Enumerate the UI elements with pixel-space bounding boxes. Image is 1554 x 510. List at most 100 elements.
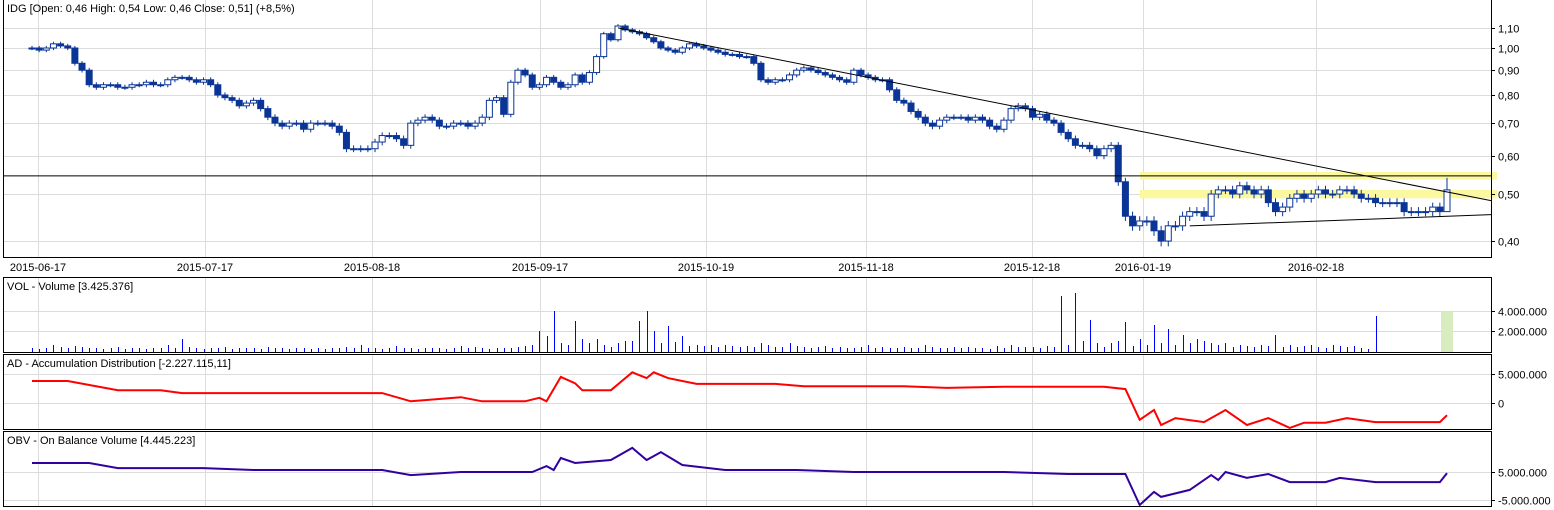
candle-body: [614, 25, 622, 41]
candle-body: [328, 122, 336, 127]
candle-body: [571, 74, 579, 86]
candle-body: [1000, 119, 1008, 130]
candle-body: [1429, 206, 1437, 213]
price-tick-label: 1,10: [1498, 24, 1519, 36]
candle-body: [814, 69, 822, 74]
candle-body: [550, 76, 558, 83]
price-tick-label: 0,60: [1498, 152, 1519, 164]
candle-body: [1350, 189, 1358, 195]
candle-body: [1279, 206, 1287, 213]
candle-body: [593, 56, 601, 74]
candle-body: [214, 84, 222, 96]
candle-body: [1314, 189, 1322, 195]
price-tick-label: 1,00: [1498, 44, 1519, 56]
candle-body: [664, 47, 672, 51]
axis-labels: 1,10 1,00 0,90 0,80 0,70 0,60 0,50 0,40 2015-06-…: [10, 24, 1551, 508]
candle-body: [85, 69, 93, 86]
candle-body: [1064, 131, 1072, 140]
candle-body: [671, 49, 679, 53]
volume-tick-label: 2.000.000: [1498, 327, 1547, 339]
candle-body: [714, 49, 722, 53]
candle-body: [900, 99, 908, 104]
candle-body: [1372, 197, 1380, 204]
candle-body: [342, 131, 350, 150]
candle-body: [149, 81, 157, 86]
obv-panel-title: OBV - On Balance Volume [4.445.223]: [7, 435, 195, 447]
candle-body: [500, 97, 508, 115]
candle-body: [371, 141, 379, 150]
candle-body: [493, 97, 501, 101]
candle-body: [321, 122, 329, 125]
candle-body: [507, 81, 515, 115]
candle-body: [1193, 211, 1201, 214]
candle-body: [678, 47, 686, 53]
candle-body: [428, 116, 436, 121]
candle-body: [235, 99, 243, 107]
candle-body: [943, 116, 951, 121]
candle-body: [707, 47, 715, 51]
candle-body: [478, 116, 486, 124]
candle-body: [1243, 185, 1251, 191]
candle-body: [1443, 189, 1451, 213]
candle-body: [1436, 206, 1444, 213]
trend-lines: [4, 27, 1492, 227]
candle-body: [543, 76, 551, 86]
candle-body: [621, 25, 629, 31]
candle-body: [1050, 119, 1058, 124]
candle-body: [1336, 189, 1344, 195]
candle-body: [1157, 230, 1165, 242]
candle-body: [185, 76, 193, 81]
candle-body: [1379, 202, 1387, 205]
date-tick-label: 2016-01-19: [1115, 262, 1171, 274]
candle-body: [57, 43, 65, 47]
candle-body: [528, 74, 536, 88]
candle-body: [1293, 193, 1301, 199]
candle-body: [314, 122, 322, 125]
volume-panel: [3, 277, 1492, 353]
candle-body: [1093, 148, 1101, 157]
candlesticks: [28, 24, 1451, 247]
candle-body: [1200, 211, 1208, 217]
candle-body: [1322, 189, 1330, 195]
downtrend-line: [617, 27, 1492, 202]
candle-body: [264, 108, 272, 118]
candle-body: [1007, 108, 1015, 121]
candle-body: [485, 99, 493, 118]
candle-body: [35, 47, 43, 51]
candle-body: [385, 135, 393, 138]
candle-body: [928, 122, 936, 127]
candle-body: [1186, 211, 1194, 217]
candle-body: [764, 79, 772, 83]
candle-body: [1364, 197, 1372, 200]
candle-body: [464, 122, 472, 127]
candle-body: [1179, 215, 1187, 227]
candle-body: [1043, 113, 1051, 121]
candle-body: [778, 79, 786, 82]
candle-body: [1400, 202, 1408, 213]
ad-panel: [3, 354, 1492, 430]
date-tick-label: 2015-09-17: [512, 262, 568, 274]
candle-body: [92, 84, 100, 88]
candle-body: [192, 79, 200, 83]
candle-body: [700, 45, 708, 49]
date-tick-label: 2015-07-17: [177, 262, 233, 274]
candle-body: [1414, 211, 1422, 214]
candle-body: [1229, 189, 1237, 195]
candle-body: [1214, 189, 1222, 195]
candle-body: [800, 67, 808, 71]
candle-body: [557, 81, 565, 88]
candle-body: [857, 69, 865, 76]
candle-body: [278, 122, 286, 127]
candle-body: [271, 116, 279, 124]
candle-body: [893, 89, 901, 101]
candle-body: [1121, 181, 1129, 217]
candle-body: [128, 84, 136, 88]
candle-body: [1107, 144, 1115, 150]
candle-body: [578, 74, 586, 83]
candle-body: [886, 79, 894, 91]
candle-body: [736, 53, 743, 58]
obv-panel: [3, 431, 1492, 507]
candle-body: [993, 125, 1001, 130]
candle-body: [142, 81, 150, 86]
candle-body: [99, 84, 107, 88]
